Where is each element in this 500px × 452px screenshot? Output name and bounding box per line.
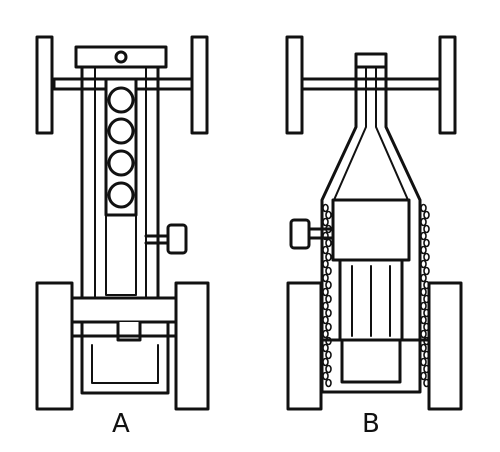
- chain-link: [325, 294, 332, 304]
- chain-link: [423, 210, 430, 220]
- chain-link: [420, 217, 427, 227]
- chain-link: [325, 252, 332, 262]
- label-a: A: [112, 409, 130, 439]
- chain-link: [322, 329, 329, 339]
- chain-link: [325, 322, 332, 332]
- drive-chain-left-b: [322, 203, 332, 388]
- chain-link: [322, 259, 329, 269]
- chain-link: [325, 378, 332, 388]
- chain-link: [325, 336, 332, 346]
- cylinder-4: [107, 181, 135, 209]
- chassis-a: A: [35, 35, 210, 439]
- chain-link: [420, 259, 427, 269]
- drive-chain-right-b: [420, 203, 430, 388]
- chain-link: [322, 217, 329, 227]
- chain-link: [322, 315, 329, 325]
- chain-link: [420, 203, 427, 213]
- tapered-frame-b: [320, 65, 422, 394]
- chain-link: [423, 252, 430, 262]
- chain-link: [420, 231, 427, 241]
- chain-link: [322, 273, 329, 283]
- chain-link: [322, 245, 329, 255]
- rear-wheel-right-b: [427, 281, 463, 411]
- chain-link: [322, 231, 329, 241]
- chain-link: [420, 343, 427, 353]
- rear-wheel-right-a: [174, 281, 210, 411]
- chain-link: [322, 287, 329, 297]
- chain-link: [325, 364, 332, 374]
- chain-link: [325, 308, 332, 318]
- pulley-b: [289, 218, 335, 250]
- chain-link: [325, 350, 332, 360]
- chain-link: [322, 301, 329, 311]
- chain-link: [325, 280, 332, 290]
- label-b: B: [362, 409, 380, 439]
- cylinder-2: [107, 117, 135, 145]
- drive-shaft-a: [105, 214, 137, 296]
- chain-link: [420, 287, 427, 297]
- chain-link: [423, 224, 430, 234]
- rear-wheel-left-b: [286, 281, 323, 411]
- chain-link: [420, 273, 427, 283]
- chain-link: [420, 245, 427, 255]
- frame-rails-a: [80, 65, 160, 317]
- chain-link: [423, 266, 430, 276]
- chain-link: [420, 371, 427, 381]
- pulley-a: [144, 223, 188, 255]
- chain-link: [325, 266, 332, 276]
- steering-head-b: [354, 52, 388, 69]
- chassis-b: B: [285, 35, 463, 439]
- chain-link: [325, 238, 332, 248]
- chain-link: [420, 329, 427, 339]
- chain-link: [423, 238, 430, 248]
- chain-link: [322, 203, 329, 213]
- chain-link: [420, 357, 427, 367]
- chain-link: [420, 315, 427, 325]
- front-wheel-left-b: [285, 35, 304, 135]
- chain-link: [325, 210, 332, 220]
- chain-link: [322, 371, 329, 381]
- gearbox-b: [331, 198, 411, 262]
- engine-a: [104, 77, 138, 217]
- cylinder-3: [107, 149, 135, 177]
- cylinder-1: [107, 86, 135, 114]
- rear-frame-a: [80, 320, 170, 395]
- front-wheel-right-a: [190, 35, 209, 135]
- front-wheel-left-a: [35, 35, 54, 135]
- chain-link: [322, 343, 329, 353]
- chain-link: [420, 301, 427, 311]
- front-wheel-right-b: [438, 35, 457, 135]
- chain-link: [325, 224, 332, 234]
- rear-crossmember-a: [70, 296, 178, 342]
- radiator-a: [74, 45, 168, 69]
- chain-link: [322, 357, 329, 367]
- rear-wheel-left-a: [35, 281, 74, 411]
- engine-b: [338, 258, 404, 384]
- front-axle-b: [298, 77, 442, 91]
